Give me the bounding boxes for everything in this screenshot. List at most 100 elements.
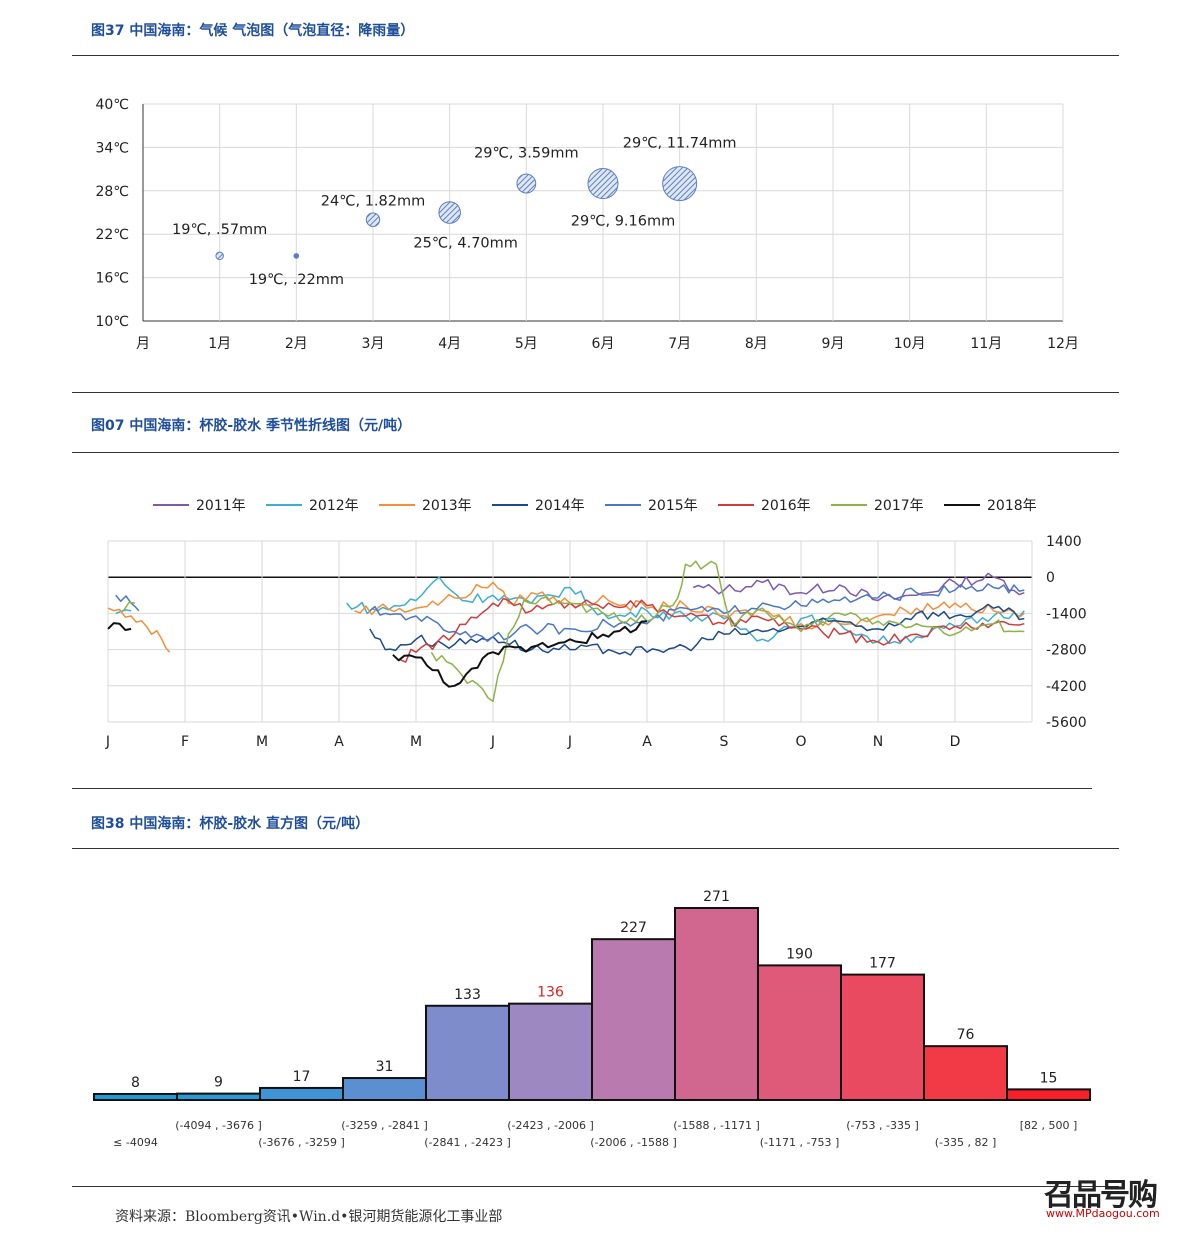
x-tick-label: 1月 — [208, 336, 231, 352]
legend-label: 2014年 — [535, 498, 585, 514]
x-tick-label: 3月 — [362, 336, 385, 352]
bar-value-label: 190 — [786, 946, 813, 962]
bubble — [516, 173, 537, 194]
watermark-url: www.MPdaogou.com — [1046, 1207, 1160, 1220]
y-tick-label: 1400 — [1046, 534, 1082, 550]
fig07-line-chart: 2011年 2012年 2013年 2014年 2015年 2016年 2017年 2018年… — [105, 498, 1087, 750]
x-tick-label: J — [567, 734, 572, 750]
bubble — [215, 251, 224, 261]
x-tick-label: N — [873, 734, 883, 750]
x-tick-label: D — [950, 734, 961, 750]
legend-label: 2011年 — [196, 498, 246, 514]
x-tick-label: A — [334, 734, 344, 750]
bubble-label: 29℃, 11.74mm — [623, 136, 737, 152]
histogram-bar — [425, 1004, 510, 1102]
series-line-0 — [692, 572, 1025, 602]
histogram-bar — [757, 964, 842, 1101]
series-line-6 — [122, 560, 1025, 703]
bar-value-label: 133 — [454, 987, 481, 1003]
bubble — [365, 212, 381, 227]
x-tick-label: F — [181, 734, 189, 750]
histogram-bar — [93, 1093, 178, 1101]
series-line-2 — [107, 581, 1025, 653]
legend-label: 2013年 — [422, 498, 472, 514]
legend-label: 2018年 — [987, 498, 1037, 514]
bin-label: (-2423 , -2006 ] — [507, 1119, 594, 1132]
y-tick-label: -5600 — [1046, 715, 1087, 731]
bubble-label: 29℃, 3.59mm — [474, 146, 579, 162]
y-tick-label: 22℃ — [95, 227, 129, 243]
y-tick-label: -1400 — [1046, 606, 1087, 622]
bin-label: (-1588 , -1171 ] — [673, 1119, 760, 1132]
bin-label: (-4094 , -3676 ] — [175, 1119, 262, 1132]
bin-label: [82 , 500 ] — [1020, 1119, 1078, 1132]
watermark-brand: 召品号购 — [1044, 1178, 1158, 1213]
bar-value-label: 136 — [537, 985, 564, 1001]
x-tick-label: O — [795, 734, 806, 750]
x-tick-label: M — [410, 734, 422, 750]
bar-value-label: 31 — [376, 1059, 394, 1075]
y-tick-label: 28℃ — [95, 184, 129, 200]
y-tick-label: 10℃ — [95, 314, 129, 330]
histogram-bar — [176, 1092, 261, 1101]
bubble — [438, 201, 461, 224]
bar-value-label: 177 — [869, 956, 896, 972]
histogram-bar — [674, 907, 759, 1101]
bin-label: (-1171 , -753 ] — [760, 1136, 840, 1149]
fig38-top-rule — [72, 848, 1119, 849]
histogram-bar — [342, 1077, 427, 1101]
x-tick-label: 5月 — [515, 336, 538, 352]
footer-rule — [72, 1186, 1119, 1187]
bubble-label: 25℃, 4.70mm — [413, 236, 518, 252]
y-tick-label: 0 — [1046, 570, 1055, 586]
x-tick-label: 8月 — [745, 336, 768, 352]
bubble-label: 29℃, 9.16mm — [571, 214, 676, 230]
y-tick-label: -4200 — [1046, 679, 1087, 695]
fig07-title: 图07 中国海南：杯胶-胶水 季节性折线图（元/吨） — [91, 418, 412, 434]
series-line-5 — [400, 597, 1025, 663]
histogram-bar — [508, 1002, 593, 1101]
x-tick-label: 11月 — [970, 336, 1002, 352]
series-line-3 — [369, 603, 1025, 656]
bar-value-label: 76 — [957, 1027, 975, 1043]
fig38-histogram: 8 ≤ -4094 9 (-4094 , -3676 ] 17 (-3676 , -325… — [93, 889, 1091, 1149]
bubble — [662, 166, 698, 202]
fig37-title: 图37 中国海南：气候 气泡图（气泡直径：降雨量） — [91, 23, 415, 39]
histogram-bar — [1006, 1088, 1091, 1102]
series-line-7 — [107, 620, 648, 688]
y-tick-label: 16℃ — [95, 271, 129, 287]
x-tick-label: M — [256, 734, 268, 750]
bubble-label: 19℃, .22mm — [249, 272, 344, 288]
y-tick-label: 34℃ — [95, 140, 129, 156]
fig07-top-rule — [72, 452, 1119, 453]
histogram-bar — [259, 1086, 344, 1101]
series-line-4 — [115, 583, 1025, 643]
bin-label: (-2006 , -1588 ] — [590, 1136, 677, 1149]
histogram-bar — [923, 1045, 1008, 1102]
bin-label: (-3259 , -2841 ] — [341, 1119, 428, 1132]
source-note: 资料来源：Bloomberg资讯•Win.d•银河期货能源化工事业部 — [115, 1209, 503, 1225]
x-tick-label: 10月 — [894, 336, 926, 352]
bin-label: (-335 , 82 ] — [935, 1136, 997, 1149]
bubble-label: 19℃, .57mm — [172, 222, 267, 238]
legend-label: 2017年 — [874, 498, 924, 514]
x-tick-label: 12月 — [1047, 336, 1079, 352]
x-tick-label: J — [490, 734, 495, 750]
fig37-bottom-rule — [72, 392, 1119, 393]
x-tick-label: 6月 — [592, 336, 615, 352]
bar-value-label: 8 — [131, 1075, 140, 1091]
bar-value-label: 271 — [703, 889, 730, 905]
bubble — [293, 253, 300, 259]
x-tick-label: A — [642, 734, 652, 750]
bar-value-label: 9 — [214, 1075, 223, 1091]
x-tick-label: 7月 — [668, 336, 691, 352]
bubble — [587, 168, 619, 200]
bubble-label: 24℃, 1.82mm — [321, 194, 426, 210]
x-tick-label: 4月 — [438, 336, 461, 352]
fig07-bottom-rule — [72, 788, 1092, 789]
bin-label: (-3676 , -3259 ] — [258, 1136, 345, 1149]
x-tick-label: S — [720, 734, 729, 750]
legend-label: 2015年 — [648, 498, 698, 514]
bar-value-label: 227 — [620, 920, 647, 936]
histogram-bar — [840, 973, 925, 1101]
